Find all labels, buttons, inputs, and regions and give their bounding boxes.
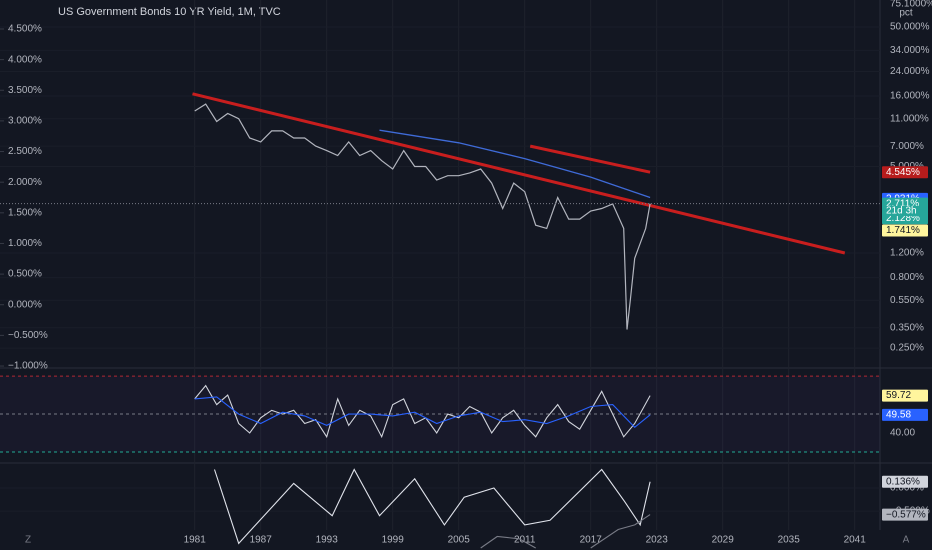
x-tick-label: 1999 <box>382 535 405 546</box>
y-tick-label: 50.000% <box>890 22 930 33</box>
x-tick-label: 1981 <box>184 535 207 546</box>
price-badge-label: 4.545% <box>886 167 920 178</box>
chart-title: US Government Bonds 10 YR Yield, 1M, TVC <box>58 6 281 18</box>
x-tick-label: 2041 <box>844 535 867 546</box>
price-badge <box>882 389 928 402</box>
y2-tick-label: 3.500% <box>8 85 42 96</box>
y2-tick-label: 1.500% <box>8 207 42 218</box>
osc-tick-label: 0.000% <box>890 483 924 494</box>
rsi-tick-label: 40.00 <box>890 428 915 439</box>
x-tick-label: 2035 <box>778 535 801 546</box>
y-tick-label: 0.800% <box>890 272 924 283</box>
y-tick-label: 0.350% <box>890 322 924 333</box>
y2-tick-label: 1.000% <box>8 238 42 249</box>
price-badge-label: 1.741% <box>886 225 920 236</box>
price-badge-label: 2.128% <box>886 213 920 224</box>
scale-unit: pct <box>899 8 913 19</box>
y2-tick-label: 0.000% <box>8 299 42 310</box>
y2-tick-label: 2.500% <box>8 146 42 157</box>
y-tick-label: 16.000% <box>890 91 930 102</box>
y2-tick-label: 0.500% <box>8 269 42 280</box>
rsi-line <box>194 384 651 439</box>
price-line <box>194 103 651 330</box>
rsi-line <box>194 396 651 429</box>
y2-tick-label: −0.500% <box>8 330 48 341</box>
price-badge-label: 2.711% <box>886 198 919 209</box>
y-tick-label: 11.000% <box>890 113 929 124</box>
price-badge <box>882 508 928 521</box>
y-tick-label: 7.000% <box>890 141 924 152</box>
y2-tick-label: 2.000% <box>8 177 42 188</box>
x-tick-label: 1993 <box>316 535 339 546</box>
auto-scale-icon[interactable]: A <box>903 535 910 546</box>
trendline <box>192 92 846 255</box>
countdown-badge <box>882 205 928 216</box>
price-badge <box>882 224 928 237</box>
price-line <box>379 129 651 199</box>
y-tick-label: 24.000% <box>890 66 930 77</box>
y-tick-label: 0.250% <box>890 343 924 354</box>
y2-tick-label: −1.000% <box>8 361 48 372</box>
y2-tick-label: 3.000% <box>8 116 42 127</box>
oscillator-line <box>213 468 651 545</box>
countdown: 21d 3h <box>886 206 917 217</box>
price-badge-label: 59.72 <box>886 390 911 401</box>
price-badge-label: 0.136% <box>886 476 920 487</box>
trendline <box>529 144 651 174</box>
oscillator-line <box>480 535 536 549</box>
x-tick-label: 2011 <box>514 535 536 546</box>
price-badge <box>882 408 928 421</box>
x-tick-label: 2023 <box>646 535 669 546</box>
timezone-icon[interactable]: Z <box>25 535 31 546</box>
price-badge-label: 49.58 <box>886 409 911 420</box>
x-tick-label: 1987 <box>250 535 273 546</box>
price-badge <box>882 475 928 488</box>
price-badge-label: −0.577% <box>886 509 926 520</box>
x-tick-label: 2029 <box>712 535 735 546</box>
oscillator-line <box>590 514 651 549</box>
y2-tick-label: 4.500% <box>8 24 42 35</box>
y-tick-label: 34.000% <box>890 45 930 56</box>
y2-tick-label: 4.000% <box>8 54 42 65</box>
price-badge <box>882 166 928 179</box>
y-tick-label: 1.200% <box>890 248 924 259</box>
y-tick-label: 75.1000% <box>890 0 932 10</box>
x-tick-label: 2005 <box>448 535 471 546</box>
x-tick-label: 2017 <box>580 535 603 546</box>
y-tick-label: 0.550% <box>890 295 924 306</box>
